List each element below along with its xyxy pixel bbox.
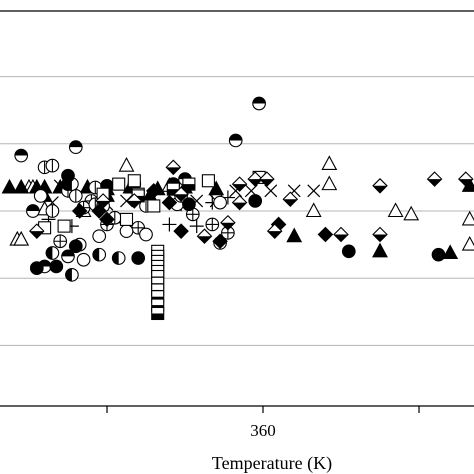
data-point-circle-filled-8 — [431, 247, 446, 262]
data-point-circle-open-3 — [119, 224, 134, 239]
tick-layer: 360 — [106, 406, 420, 440]
data-point-diamond-bottom-half-filled-2 — [372, 226, 388, 243]
data-point-square-open-1 — [127, 174, 141, 188]
data-point-circle-left-half-filled-5 — [111, 251, 126, 265]
data-point-plus-3 — [162, 217, 177, 232]
data-point-square-open-0 — [112, 177, 126, 191]
data-point-circle-filled-6 — [248, 194, 263, 208]
data-point-circle-vertical-half-8 — [68, 189, 83, 203]
data-point-square-open-6 — [57, 219, 71, 233]
data-point-diamond-filled-2 — [99, 211, 115, 228]
data-point-square-open-3 — [201, 174, 215, 188]
data-point-circle-open-7 — [76, 252, 91, 267]
data-point-diamond-filled-4 — [161, 194, 178, 211]
data-point-circle-filled-2 — [61, 168, 75, 183]
data-point-circle-filled-10 — [29, 261, 44, 275]
data-point-diamond-filled-7 — [317, 226, 334, 243]
data-point-triangle-up-filled-11 — [286, 227, 303, 243]
data-point-triangle-up-open-4 — [321, 155, 338, 171]
series-circle-filled — [29, 168, 446, 275]
data-point-triangle-up-open-11 — [13, 230, 30, 246]
data-point-diamond-bottom-half-filled-9 — [196, 228, 213, 244]
series-diamond-bottom-half-filled — [29, 159, 474, 244]
data-point-diamond-bottom-half-filled-8 — [231, 194, 248, 211]
data-point-square-horizontal-half-12 — [182, 177, 196, 191]
data-point-diamond-bottom-half-filled-0 — [266, 223, 283, 239]
data-point-circle-plus-5 — [205, 217, 220, 232]
x-axis-title: Temperature (K) — [212, 453, 332, 474]
data-point-circle-top-half-filled-2 — [14, 148, 29, 163]
data-point-diamond-bottom-half-filled-12 — [220, 214, 236, 231]
data-point-circle-top-half-filled-8 — [26, 204, 40, 218]
data-point-circle-top-half-filled-4 — [61, 249, 75, 264]
data-point-diamond-bottom-half-filled-1 — [333, 226, 349, 243]
data-point-circle-vertical-half-7 — [45, 158, 60, 173]
series-circle-top-half-filled — [14, 96, 266, 274]
data-point-triangle-up-open-5 — [321, 175, 338, 191]
data-point-circle-open-6 — [213, 195, 227, 210]
data-point-circle-left-half-filled-0 — [45, 246, 60, 260]
data-point-diamond-bottom-half-filled-16 — [247, 171, 263, 187]
series-circle-left-half-filled — [45, 177, 126, 282]
data-point-triangle-up-filled-12 — [372, 242, 388, 258]
data-point-triangle-up-open-7 — [403, 205, 420, 221]
axes-layer — [0, 10, 474, 407]
data-point-diamond-bottom-half-filled-11 — [95, 193, 111, 209]
data-point-diamond-bottom-half-filled-15 — [173, 186, 189, 202]
data-point-circle-open-0 — [33, 189, 48, 203]
data-point-diamond-bottom-half-filled-17 — [259, 171, 275, 187]
data-point-x-3 — [264, 184, 278, 198]
data-point-circle-open-2 — [92, 229, 107, 244]
data-point-diamond-bottom-half-filled-5 — [372, 178, 388, 194]
data-point-circle-filled-9 — [131, 251, 146, 265]
data-point-diamond-bottom-half-filled-4 — [426, 171, 443, 187]
data-point-diamond-bottom-half-filled-10 — [165, 159, 182, 176]
data-point-circle-top-half-filled-1 — [228, 133, 243, 148]
data-point-diamond-bottom-half-filled-7 — [231, 176, 248, 192]
data-point-circle-left-half-filled-4 — [92, 247, 107, 262]
data-point-diamond-filled-3 — [146, 183, 162, 199]
data-point-circle-top-half-filled-7 — [68, 140, 83, 155]
data-point-circle-filled-7 — [341, 244, 356, 259]
data-point-circle-filled-1 — [68, 239, 83, 254]
data-point-square-open-9 — [119, 212, 134, 226]
data-point-triangle-up-filled-13 — [442, 244, 459, 260]
data-point-diamond-bottom-half-filled-6 — [282, 191, 299, 208]
data-point-x-5 — [307, 184, 321, 198]
data-point-diamond-filled-0 — [71, 203, 88, 219]
data-point-triangle-up-open-14 — [305, 202, 322, 218]
data-point-diamond-bottom-half-filled-3 — [458, 171, 474, 187]
data-point-square-horizontal-half-10 — [151, 306, 165, 321]
data-point-circle-filled-0 — [49, 259, 64, 274]
data-point-circle-plus-0 — [53, 234, 68, 249]
data-point-circle-vertical-half-0 — [45, 204, 60, 218]
data-point-square-open-2 — [147, 199, 161, 213]
data-point-diamond-bottom-half-filled-13 — [126, 193, 143, 209]
data-point-triangle-up-open-9 — [461, 235, 474, 251]
data-point-circle-filled-5 — [182, 197, 196, 212]
data-point-diamond-filled-8 — [212, 233, 228, 250]
data-point-triangle-up-open-6 — [387, 202, 404, 218]
data-point-diamond-bottom-half-filled-14 — [29, 223, 45, 239]
x-tick-label-0: 360 — [250, 421, 276, 440]
data-point-x-8 — [120, 194, 133, 208]
data-point-circle-left-half-filled-1 — [65, 267, 79, 282]
data-point-diamond-filled-5 — [173, 223, 189, 239]
series-square-horizontal-half — [131, 177, 196, 321]
data-point-triangle-up-filled-0 — [1, 178, 18, 194]
data-point-triangle-up-open-8 — [461, 210, 474, 226]
data-point-circle-top-half-filled-0 — [252, 96, 266, 111]
data-point-triangle-up-open-2 — [118, 156, 135, 172]
data-point-circle-open-4 — [139, 227, 153, 242]
marker-layer — [1, 96, 474, 321]
data-point-triangle-up-filled-1 — [13, 178, 30, 194]
data-point-plus-6 — [189, 219, 204, 234]
data-point-triangle-up-filled-10 — [208, 180, 225, 196]
grid-layer — [0, 76, 474, 346]
